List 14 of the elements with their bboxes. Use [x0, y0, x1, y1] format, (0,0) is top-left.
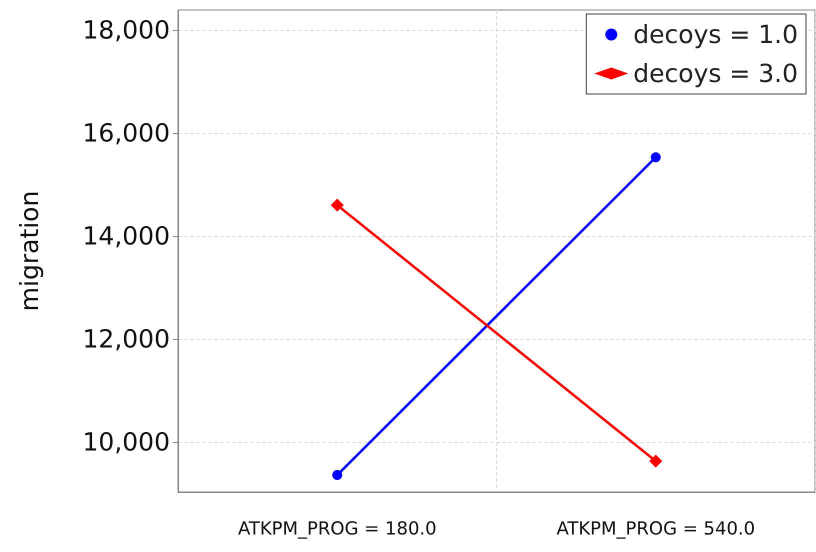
- y-tick-label: 12,000: [82, 324, 170, 354]
- point: [649, 454, 662, 468]
- x-tick-label: ATKPM_PROG = 180.0: [238, 518, 437, 540]
- x-tick-label: ATKPM_PROG = 540.0: [556, 518, 756, 540]
- y-tick-label: 16,000: [82, 118, 170, 148]
- y-tick-label: 10,000: [82, 428, 170, 457]
- point: [332, 470, 342, 480]
- y-tick-label: 14,000: [82, 222, 170, 251]
- legend-label: decoys = 1.0: [633, 20, 798, 49]
- y-axis-title: migration: [15, 190, 44, 312]
- point: [650, 152, 661, 162]
- point: [330, 198, 344, 212]
- y-tick-label: 18,000: [82, 16, 170, 45]
- legend-label: decoys = 3.0: [633, 59, 798, 88]
